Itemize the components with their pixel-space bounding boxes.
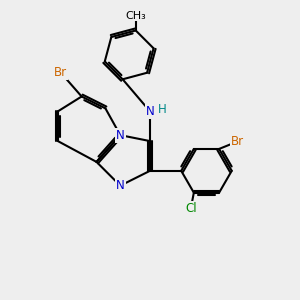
- Text: Cl: Cl: [185, 202, 197, 214]
- Text: Br: Br: [54, 66, 68, 79]
- Text: CH₃: CH₃: [125, 11, 146, 21]
- Text: N: N: [116, 179, 125, 192]
- Text: H: H: [158, 103, 167, 116]
- Text: Br: Br: [231, 135, 244, 148]
- Text: N: N: [146, 105, 154, 118]
- Text: N: N: [116, 129, 125, 142]
